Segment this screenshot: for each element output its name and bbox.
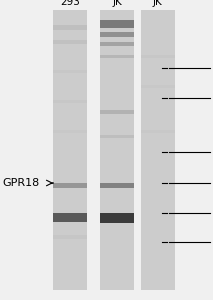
Bar — [53, 40, 87, 44]
Bar — [100, 110, 134, 114]
Bar — [141, 10, 175, 290]
Bar — [100, 32, 134, 37]
Bar — [53, 70, 87, 73]
Bar — [53, 10, 87, 290]
Bar — [100, 55, 134, 58]
Bar — [100, 135, 134, 138]
Text: GPR18: GPR18 — [2, 178, 39, 188]
Bar — [53, 183, 87, 188]
Text: JK: JK — [153, 0, 163, 7]
Bar — [100, 20, 134, 28]
Bar — [53, 130, 87, 133]
Bar — [53, 213, 87, 222]
Bar — [100, 213, 134, 223]
Bar — [141, 130, 175, 133]
Bar — [100, 10, 134, 290]
Bar — [53, 25, 87, 30]
Bar — [100, 183, 134, 188]
Bar — [53, 100, 87, 103]
Text: 293: 293 — [60, 0, 80, 7]
Bar — [100, 42, 134, 46]
Bar — [141, 85, 175, 88]
Bar — [141, 55, 175, 58]
Text: JK: JK — [112, 0, 122, 7]
Bar — [53, 235, 87, 239]
